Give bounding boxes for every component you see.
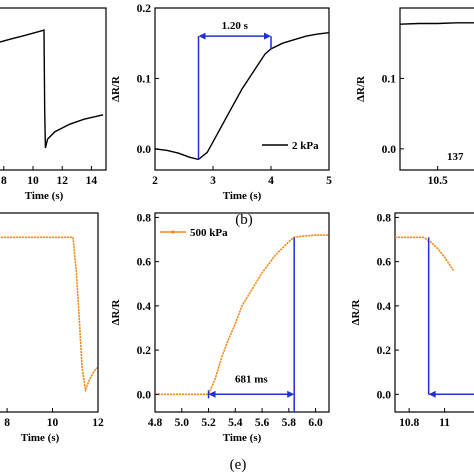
x-tick-label: 5 [326, 175, 332, 187]
caption-e: (e) [230, 457, 247, 473]
series-line-a [0, 29, 104, 149]
x-tick-label: 10.5 [428, 175, 448, 187]
y-tick-label: 0.0 [137, 144, 152, 156]
caption-b: (b) [235, 212, 253, 228]
panel-c: 10.5 0.0 0.1 ΔR/R 137 [355, 7, 474, 187]
y-tick-label: 0.2 [137, 345, 152, 357]
y-tick-label: 0.2 [377, 345, 392, 357]
plot-frame [394, 212, 474, 413]
plot-frame [399, 7, 474, 171]
series-line-f [395, 236, 455, 271]
span-label: 1.20 s [222, 20, 249, 32]
y-axis-label: ΔR/R [110, 75, 122, 102]
y-tick-label: 0.0 [137, 389, 152, 401]
plot-frame [0, 7, 107, 171]
plot-frame [154, 7, 330, 171]
x-axis-label: Time (s) [223, 190, 262, 202]
x-tick-label: 11 [439, 417, 450, 429]
arrow-head-right [287, 390, 295, 398]
y-tick-label: 0.1 [137, 73, 152, 85]
y-tick-label: 0.2 [137, 3, 152, 15]
series-line-b [154, 32, 330, 161]
x-axis-label: Time (s) [25, 190, 64, 202]
legend-marker [171, 230, 175, 234]
panel-f: 10.8 11 0.0 0.2 0.4 0.6 0.8 ΔR/R [350, 212, 474, 429]
series-line-c [399, 22, 474, 25]
x-tick-label: 4 [268, 175, 274, 187]
series-line-e [155, 234, 329, 396]
series-line-d [0, 236, 98, 394]
y-tick-label: 0.6 [377, 257, 392, 269]
y-tick-label: 0.0 [377, 389, 392, 401]
x-tick-label: 10.8 [399, 417, 419, 429]
x-tick-label: 5.6 [255, 417, 270, 429]
plot-frame [154, 212, 330, 413]
x-tick-label: 12 [56, 175, 68, 187]
y-tick-label: 0.8 [377, 212, 392, 224]
x-axis-label: Time (s) [223, 432, 262, 444]
panel-a: 8 10 12 14 Time (s) [0, 7, 107, 202]
arrow-head-left [208, 390, 216, 398]
y-tick-label: 0.4 [137, 301, 152, 313]
x-tick-label: 12 [92, 417, 104, 429]
x-tick-label: 5.2 [201, 417, 216, 429]
y-tick-label: 0.1 [382, 73, 397, 85]
plot-frame [0, 212, 99, 413]
y-tick-label: 0.8 [137, 212, 152, 224]
x-tick-label: 8 [1, 175, 7, 187]
y-tick-label: 0.6 [137, 257, 152, 269]
x-tick-label: 10 [27, 175, 39, 187]
y-axis-label: ΔR/R [110, 299, 122, 326]
arrow-head-left [198, 32, 206, 40]
span-label: 137 [447, 151, 464, 163]
x-tick-label: 14 [86, 175, 98, 187]
panel-d: 8 10 12 Time (s) [0, 212, 104, 444]
span-label: 681 ms [235, 373, 268, 385]
panel-b: 2 3 4 5 0.0 0.1 0.2 Time (s) ΔR/R 2 kPa 1.20 s [110, 3, 332, 202]
y-axis-label: ΔR/R [350, 299, 362, 326]
x-tick-label: 5.8 [282, 417, 297, 429]
panel-e: 4.8 5.0 5.2 5.4 5.6 5.8 6.0 0.0 0.2 0.4 0.6 0.8 Time… [110, 212, 330, 444]
x-tick-label: 8 [4, 417, 10, 429]
arrow-head-right [264, 32, 271, 40]
x-tick-label: 2 [152, 175, 158, 187]
legend-label: 2 kPa [292, 140, 319, 152]
x-tick-label: 5.4 [228, 417, 243, 429]
x-axis-label: Time (s) [21, 432, 60, 444]
legend-label: 500 kPa [190, 227, 228, 239]
x-tick-label: 6.0 [308, 417, 323, 429]
y-axis-label: ΔR/R [355, 75, 367, 102]
x-tick-label: 4.8 [148, 417, 163, 429]
arrow-head-left [428, 390, 436, 398]
x-tick-label: 10 [47, 417, 59, 429]
y-tick-label: 0.0 [382, 144, 397, 156]
x-tick-label: 5.0 [175, 417, 190, 429]
y-tick-label: 0.4 [377, 301, 392, 313]
x-tick-label: 3 [210, 175, 216, 187]
